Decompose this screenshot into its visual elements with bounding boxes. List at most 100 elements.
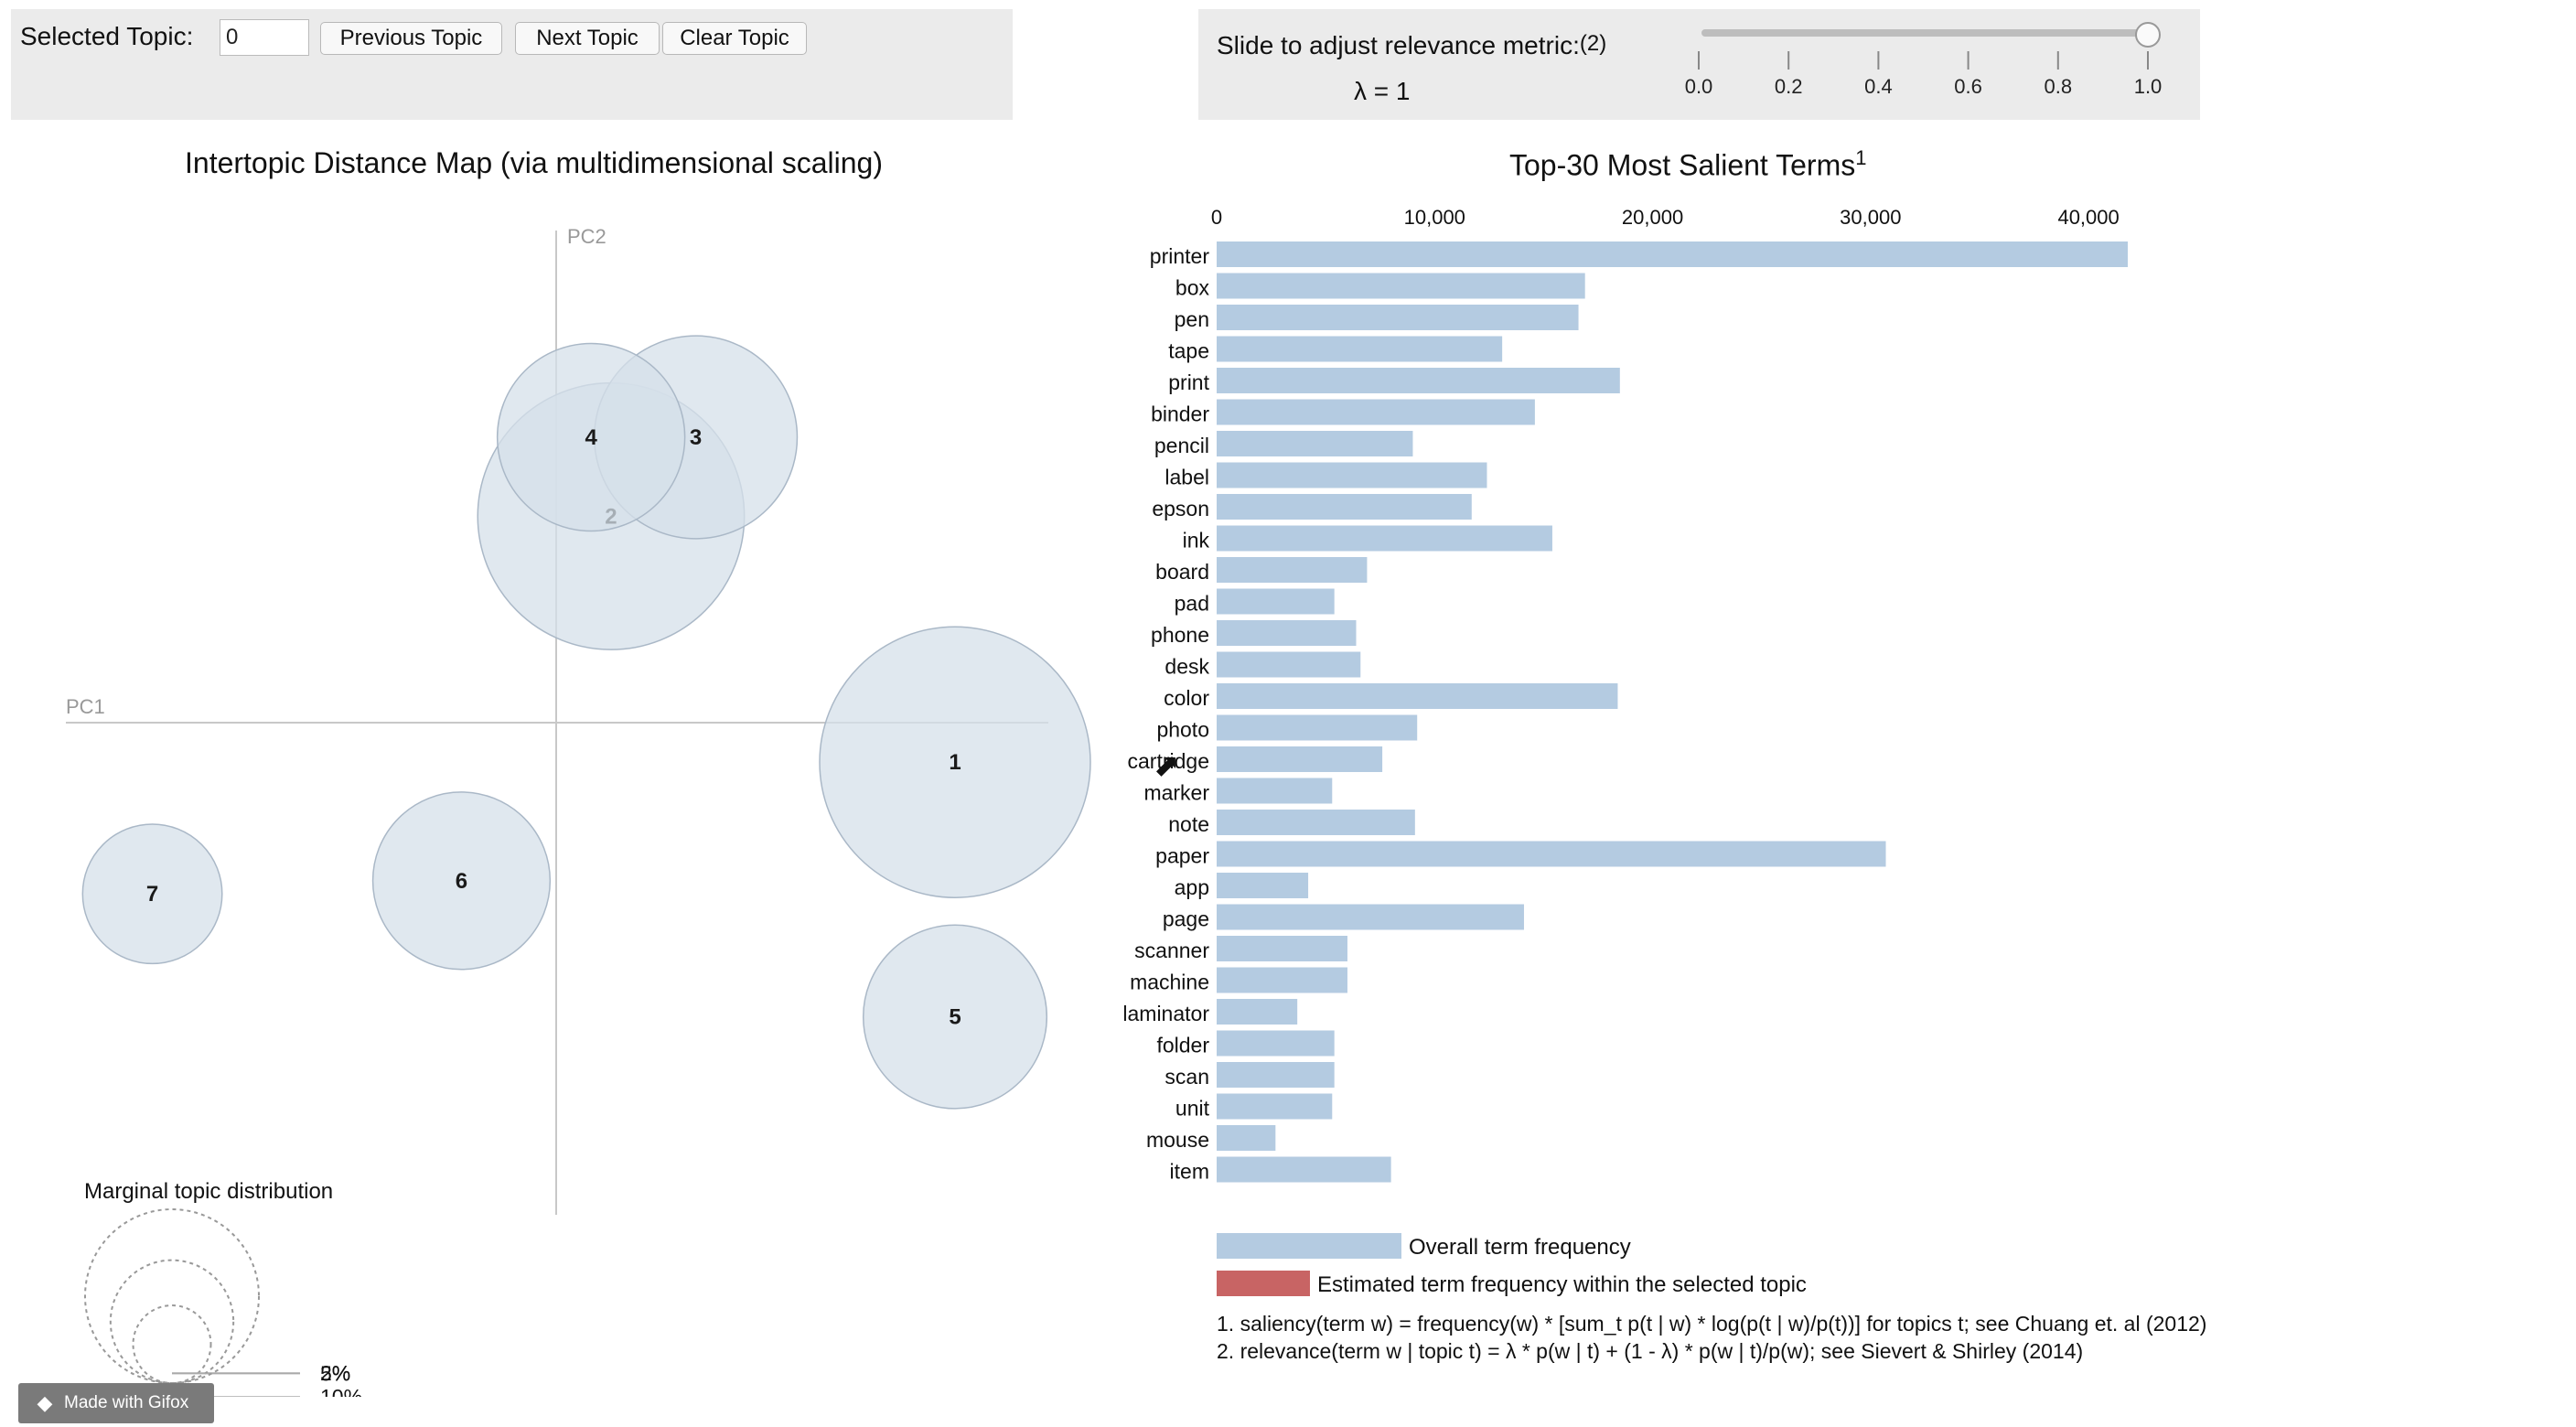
relevance-slider[interactable]: 0.0 0.2 0.4 0.6 0.8 1.0 <box>1198 9 2200 120</box>
intertopic-distance-map: PC2 PC1 1234567 <box>66 225 1091 1215</box>
term-bar[interactable] <box>1217 1030 1335 1057</box>
slider-tick-label: 0.0 <box>1685 75 1713 98</box>
term-bar[interactable] <box>1217 873 1309 898</box>
next-topic-button[interactable]: Next Topic <box>515 22 660 55</box>
term-bar[interactable] <box>1217 494 1472 520</box>
topic-label-1: 1 <box>949 750 961 775</box>
term-bar[interactable] <box>1217 778 1333 804</box>
term-label[interactable]: machine <box>1130 971 1209 994</box>
term-label[interactable]: pad <box>1175 592 1209 616</box>
marginal-label-5: 5% <box>320 1362 350 1386</box>
term-label[interactable]: tape <box>1168 339 1209 363</box>
term-bar[interactable] <box>1217 1093 1333 1120</box>
term-bar[interactable] <box>1217 241 2128 267</box>
term-label[interactable]: pencil <box>1154 434 1209 457</box>
term-label[interactable]: laminator <box>1122 1002 1209 1025</box>
footnote-relevance: 2. relevance(term w | topic t) = λ * p(w… <box>1217 1339 2083 1363</box>
term-bar[interactable] <box>1217 810 1415 835</box>
legend-overall-swatch <box>1217 1233 1401 1259</box>
title-footnote-marker: 1 <box>1855 146 1867 169</box>
term-bar[interactable] <box>1217 1125 1276 1151</box>
term-bar[interactable] <box>1217 1156 1391 1183</box>
bar-axis-tick-label: 20,000 <box>1622 206 1683 229</box>
selected-topic-input[interactable]: 0 <box>220 19 309 56</box>
term-bar[interactable] <box>1217 336 1503 362</box>
term-label[interactable]: marker <box>1143 781 1209 805</box>
slider-footnote: (2) <box>1579 31 1607 56</box>
term-label[interactable]: epson <box>1152 497 1209 520</box>
term-label[interactable]: cartridge <box>1128 749 1209 773</box>
previous-topic-button[interactable]: Previous Topic <box>320 22 502 55</box>
slider-tick-label: 0.8 <box>2045 75 2073 98</box>
slider-axis: 0.0 0.2 0.4 0.6 0.8 1.0 <box>1685 51 2162 98</box>
term-label[interactable]: scan <box>1165 1065 1209 1089</box>
term-label[interactable]: desk <box>1165 655 1209 679</box>
term-bar[interactable] <box>1217 841 1886 867</box>
term-bar[interactable] <box>1217 620 1357 646</box>
term-label[interactable]: ink <box>1183 529 1210 553</box>
topic-circle-6[interactable] <box>371 791 552 971</box>
term-bar[interactable] <box>1217 1062 1335 1088</box>
term-label[interactable]: item <box>1170 1160 1209 1184</box>
marginal-label-10: 10% <box>320 1385 362 1397</box>
slider-tick-label: 0.6 <box>1954 75 1982 98</box>
term-bar[interactable] <box>1217 936 1347 961</box>
term-label[interactable]: printer <box>1150 244 1210 268</box>
marginal-title: Marginal topic distribution <box>84 1179 333 1204</box>
topic-circle-4[interactable] <box>496 342 686 532</box>
term-bar[interactable] <box>1217 714 1418 741</box>
term-bar[interactable] <box>1217 431 1413 456</box>
topic-control-panel: Selected Topic: 0 Previous Topic Next To… <box>11 9 1013 120</box>
mouse-cursor-icon: ⬈ <box>1154 748 1180 783</box>
term-bar[interactable] <box>1217 683 1618 709</box>
term-bar[interactable] <box>1217 462 1487 488</box>
topic-label-4: 4 <box>585 425 597 450</box>
term-bar[interactable] <box>1217 305 1579 330</box>
term-bar[interactable] <box>1217 967 1347 993</box>
term-label[interactable]: photo <box>1156 718 1209 742</box>
term-label[interactable]: binder <box>1151 402 1209 426</box>
slider-tick-label: 0.2 <box>1775 75 1803 98</box>
term-bar[interactable] <box>1217 904 1524 930</box>
term-bar[interactable] <box>1217 746 1383 772</box>
term-bar[interactable] <box>1217 525 1552 552</box>
term-label[interactable]: phone <box>1151 623 1209 647</box>
bar-axis-tick-label: 0 <box>1211 206 1222 229</box>
term-bar[interactable] <box>1217 273 1585 299</box>
topic-circle-1[interactable] <box>819 626 1091 898</box>
term-label[interactable]: print <box>1168 370 1209 394</box>
pc2-axis-label: PC2 <box>567 225 606 248</box>
term-label[interactable]: note <box>1168 812 1209 836</box>
marginal-topic-distribution: Marginal topic distribution 2%5%10% <box>84 1179 362 1397</box>
relevance-slider-panel: Slide to adjust relevance metric:(2) λ =… <box>1198 9 2200 120</box>
term-label[interactable]: board <box>1155 560 1209 584</box>
term-bar[interactable] <box>1217 399 1535 425</box>
bar-axis-tick-label: 30,000 <box>1840 206 1901 229</box>
term-label[interactable]: unit <box>1175 1097 1210 1121</box>
term-label[interactable]: paper <box>1155 844 1209 868</box>
term-label[interactable]: page <box>1163 907 1209 931</box>
pc1-axis-label: PC1 <box>66 695 105 718</box>
slider-thumb[interactable] <box>2135 22 2161 48</box>
term-bar[interactable] <box>1217 999 1298 1025</box>
term-label[interactable]: pen <box>1175 307 1209 331</box>
marginal-circle-5 <box>109 1259 235 1385</box>
term-bar[interactable] <box>1217 368 1620 393</box>
term-label[interactable]: folder <box>1156 1034 1209 1057</box>
term-label[interactable]: scanner <box>1134 939 1209 962</box>
term-bar[interactable] <box>1217 557 1368 583</box>
clear-topic-button[interactable]: Clear Topic <box>662 22 807 55</box>
term-bar[interactable] <box>1217 588 1335 615</box>
lambda-value: λ = 1 <box>1354 77 1411 105</box>
term-label[interactable]: app <box>1175 875 1209 899</box>
gifox-watermark-text: Made with Gifox <box>64 1393 189 1412</box>
topic-circle-5[interactable] <box>862 924 1048 1110</box>
term-label[interactable]: mouse <box>1146 1128 1209 1152</box>
topic-circle-7[interactable] <box>81 823 223 965</box>
term-bar[interactable] <box>1217 651 1361 678</box>
topic-label-7: 7 <box>146 882 158 907</box>
topic-label-5: 5 <box>949 1005 961 1030</box>
term-label[interactable]: color <box>1164 686 1209 710</box>
term-label[interactable]: box <box>1175 276 1210 300</box>
term-label[interactable]: label <box>1165 466 1209 489</box>
